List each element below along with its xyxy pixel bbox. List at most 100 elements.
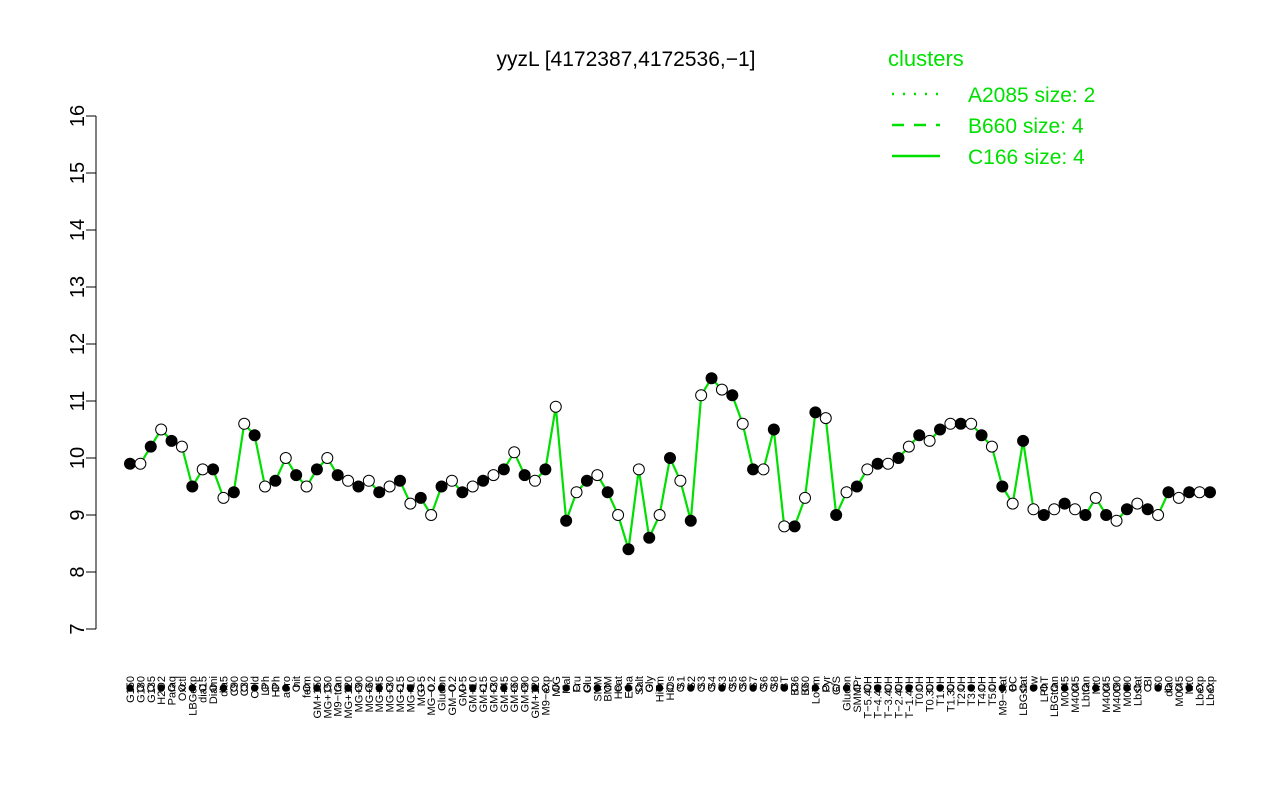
x-rug-mark <box>718 684 726 692</box>
data-point <box>310 463 323 476</box>
data-point <box>902 440 915 453</box>
data-point <box>653 509 666 521</box>
data-point <box>144 440 157 453</box>
x-rug-mark <box>728 684 737 692</box>
x-tick-label: Heat <box>613 676 625 699</box>
data-point <box>518 469 531 482</box>
x-tick-label: MG+60 <box>364 676 376 712</box>
x-tick-label: MG+90 <box>353 676 365 712</box>
x-rug-mark <box>147 684 155 692</box>
data-point <box>269 474 282 487</box>
data-point <box>788 520 801 533</box>
x-tick-label: M40t45 <box>1070 676 1082 713</box>
x-tick-label: M9−stat <box>997 676 1009 715</box>
x-rug-mark <box>406 684 415 692</box>
data-point <box>1162 486 1175 499</box>
x-tick-label: Glucon <box>842 676 854 711</box>
x-tick-label: Cold <box>250 676 262 699</box>
x-tick-label: GM+5 <box>457 676 469 706</box>
data-point <box>342 474 355 487</box>
data-point <box>217 491 230 504</box>
x-rug-mark <box>126 684 134 692</box>
x-tick-label: G135 <box>146 676 158 703</box>
x-rug-mark <box>697 684 705 692</box>
data-point <box>196 463 209 476</box>
data-point <box>529 474 541 487</box>
data-point <box>352 480 365 493</box>
data-point <box>186 480 199 493</box>
x-tick-label: GM+90 <box>520 676 532 712</box>
data-point <box>1069 503 1081 516</box>
data-point <box>726 389 739 402</box>
data-point <box>664 452 676 464</box>
x-rug-mark <box>479 684 487 692</box>
x-rug-mark <box>749 684 757 692</box>
data-point <box>778 520 791 533</box>
x-rug-mark <box>1164 684 1173 692</box>
x-tick-label: Salt <box>634 676 646 695</box>
x-tick-label: M0t45 <box>1060 676 1072 707</box>
x-rug-mark <box>468 684 477 692</box>
x-tick-label: T−3.40H <box>883 676 895 719</box>
data-point <box>923 434 936 447</box>
x-tick-label: MG+5 <box>416 676 428 706</box>
x-rug-mark <box>1050 684 1058 692</box>
data-point <box>1017 434 1030 447</box>
x-tick-label: G/S <box>831 676 843 695</box>
x-rug-mark <box>1092 684 1100 692</box>
y-tick-label: 9 <box>67 509 89 520</box>
x-tick-label: LoTm <box>810 676 822 704</box>
x-rug-mark <box>780 684 788 692</box>
x-rug-mark <box>333 684 342 692</box>
data-point <box>1204 486 1216 499</box>
x-tick-label: T4.0H <box>977 676 989 706</box>
data-point <box>861 463 874 476</box>
x-tick-label: S0 <box>1153 676 1165 689</box>
data-point <box>580 474 593 487</box>
x-rug-mark <box>427 684 435 692</box>
data-point <box>705 372 718 385</box>
data-point <box>913 429 926 442</box>
x-rug-mark <box>219 684 228 692</box>
data-point <box>238 417 251 430</box>
x-tick-label: S2 <box>686 676 698 689</box>
x-rug-mark <box>738 684 747 692</box>
x-rug-mark <box>375 684 383 692</box>
data-point <box>601 486 614 499</box>
x-tick-label: S4 <box>707 676 719 689</box>
x-tick-label: dia0 <box>1163 676 1175 697</box>
x-rug-mark <box>302 684 311 692</box>
data-point <box>321 452 334 464</box>
x-tick-label: LBGexp <box>187 676 199 716</box>
x-tick-label: T3.0H <box>966 676 978 706</box>
data-point <box>809 406 822 419</box>
x-rug-mark <box>1123 684 1131 692</box>
plot-area <box>124 372 1216 556</box>
x-tick-label: M40t90 <box>1112 676 1124 713</box>
x-rug-mark <box>448 684 456 692</box>
x-tick-label: B60 <box>800 676 812 696</box>
x-rug-mark <box>988 684 996 692</box>
y-tick-label: 16 <box>67 105 89 127</box>
data-point <box>539 463 552 476</box>
x-tick-label: GM−0.2 <box>447 676 459 715</box>
x-tick-label: T2.0H <box>956 676 968 706</box>
x-tick-label: MG+120 <box>343 676 355 719</box>
x-rug-mark <box>489 684 498 692</box>
x-rug-mark <box>354 684 363 692</box>
data-point <box>622 543 635 556</box>
x-rug-mark <box>666 684 674 692</box>
data-point <box>1193 486 1206 499</box>
x-rug-mark <box>593 684 602 692</box>
x-rug-mark <box>510 684 518 692</box>
x-rug-mark <box>136 684 145 692</box>
x-rug-mark <box>583 684 591 692</box>
y-tick-label: 14 <box>67 219 89 241</box>
x-tick-label: H2O2 <box>156 676 168 705</box>
x-rug-mark <box>936 684 944 692</box>
y-tick-label: 12 <box>67 333 89 355</box>
x-rug-mark <box>853 684 861 692</box>
x-rug-mark <box>873 684 882 692</box>
x-rug-mark <box>344 684 352 692</box>
